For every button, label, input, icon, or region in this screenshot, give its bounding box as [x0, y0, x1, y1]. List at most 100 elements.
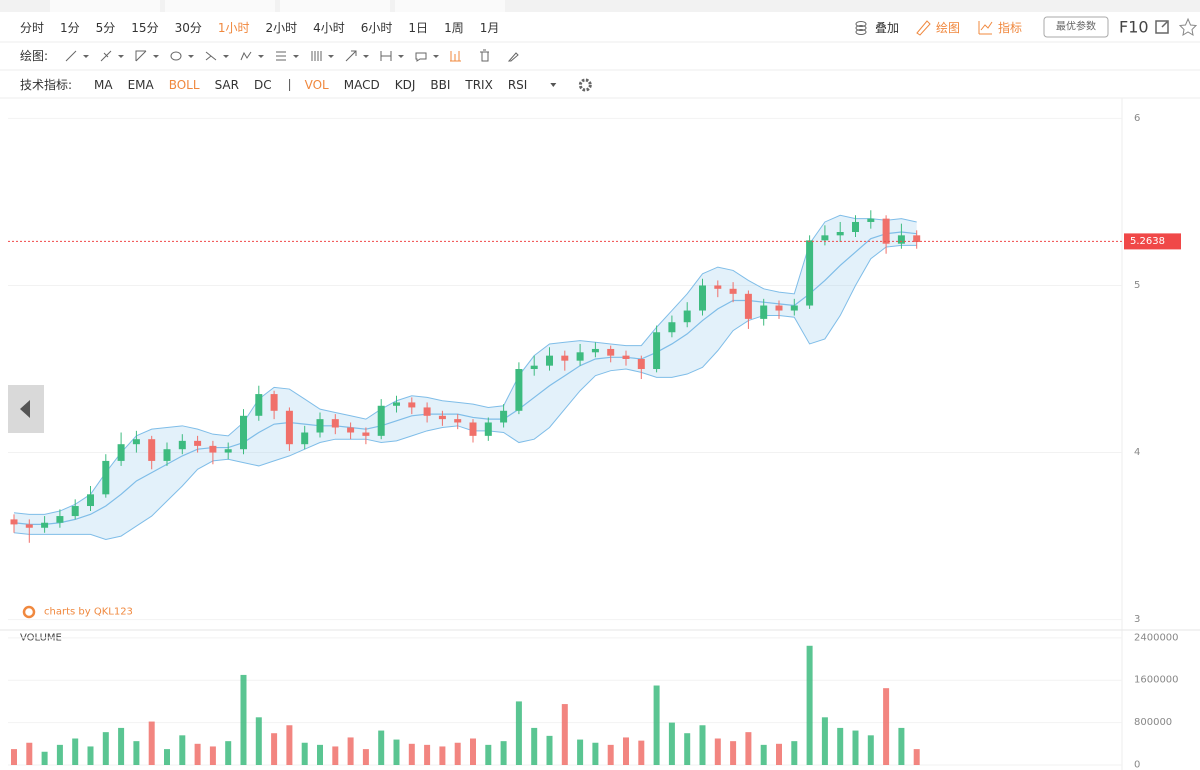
fullscreen-button[interactable]	[1155, 20, 1169, 34]
main-indicator[interactable]: SAR	[215, 78, 239, 92]
candle-body	[484, 422, 492, 436]
watermark-logo	[22, 605, 36, 619]
optimal-params-button[interactable]	[1043, 16, 1109, 38]
drawing-tool[interactable]	[100, 50, 112, 62]
period-tab[interactable]: 15分	[131, 21, 158, 35]
favorite-button[interactable]	[1178, 17, 1198, 36]
dropdown-arrow[interactable]	[118, 55, 124, 58]
period-tab[interactable]: 分时	[20, 21, 44, 35]
dropdown-arrow[interactable]	[153, 55, 159, 58]
tab[interactable]	[280, 0, 390, 12]
drawing-tool[interactable]	[450, 51, 461, 62]
candle-body	[699, 285, 706, 311]
period-tab[interactable]: 1小时	[218, 21, 250, 35]
drawing-tool[interactable]	[240, 51, 252, 61]
dropdown-arrow[interactable]	[363, 55, 369, 58]
overlay-button[interactable]: 叠加	[875, 21, 899, 35]
volume-bar	[500, 741, 507, 765]
volume-tick-label: 800000	[1134, 717, 1172, 728]
main-indicator[interactable]: BOLL	[169, 78, 200, 92]
volume-bar	[102, 732, 109, 765]
volume-bar	[164, 749, 170, 765]
dropdown-arrow[interactable]	[433, 55, 439, 58]
volume-bar	[898, 727, 905, 765]
main-indicator[interactable]: DC	[254, 78, 272, 92]
volume-bar	[607, 744, 614, 765]
period-tab[interactable]: 4小时	[313, 21, 345, 35]
volume-bar	[393, 739, 400, 765]
drawing-tool[interactable]	[380, 51, 392, 61]
scroll-left-button[interactable]	[8, 385, 44, 433]
period-tab[interactable]: 1日	[408, 21, 428, 35]
dropdown-arrow[interactable]	[223, 55, 229, 58]
volume-bar	[41, 751, 48, 765]
period-tab[interactable]: 1月	[480, 21, 500, 35]
tab[interactable]	[165, 0, 275, 12]
candle-body	[790, 305, 798, 311]
period-tab[interactable]: 30分	[175, 21, 202, 35]
volume-bar	[531, 727, 538, 765]
bollinger-mid	[13, 231, 917, 526]
indicator-icon[interactable]	[978, 21, 993, 35]
f10-button[interactable]: F10	[1119, 18, 1149, 37]
drawing-tool[interactable]	[170, 51, 182, 61]
indicator-button[interactable]: 指标	[998, 20, 1022, 35]
period-tab[interactable]: 5分	[96, 21, 116, 35]
period-tab[interactable]: 1周	[444, 21, 464, 35]
volume-bar	[72, 738, 79, 765]
dropdown-arrow[interactable]	[293, 55, 299, 58]
candle-body	[683, 310, 691, 323]
period-tab[interactable]: 6小时	[361, 21, 393, 35]
settings-button[interactable]	[578, 78, 592, 92]
sub-indicator[interactable]: BBI	[430, 78, 450, 92]
drawing-tool[interactable]	[345, 50, 357, 62]
dropdown-arrow[interactable]	[83, 55, 89, 58]
main-indicator[interactable]: EMA	[128, 78, 155, 92]
volume-bar	[240, 674, 247, 765]
draw-button[interactable]: 绘图	[936, 20, 960, 35]
dropdown-arrow[interactable]	[328, 55, 334, 58]
candle-body	[362, 432, 370, 436]
volume-bar	[378, 730, 385, 765]
drawing-tool[interactable]	[205, 51, 217, 61]
more-indicators[interactable]	[550, 83, 557, 87]
candle-body	[194, 440, 202, 446]
volume-bar	[776, 743, 782, 765]
drawing-tool[interactable]	[276, 51, 286, 61]
candle-body	[653, 332, 661, 370]
draw-icon[interactable]	[916, 20, 931, 36]
volume-bar	[424, 744, 431, 765]
drawing-tool[interactable]	[65, 50, 77, 62]
drawing-tool[interactable]	[480, 49, 489, 62]
sub-indicator[interactable]: TRIX	[464, 78, 492, 92]
drawing-tool[interactable]	[415, 52, 427, 62]
overlay-icon[interactable]	[855, 21, 867, 35]
period-tab[interactable]: 2小时	[266, 21, 298, 35]
drawing-tool[interactable]	[135, 50, 147, 62]
drawing-tool[interactable]	[507, 52, 519, 62]
candle-body	[301, 432, 309, 445]
candle-body	[255, 394, 263, 416]
volume-bar	[408, 743, 415, 765]
volume-bar	[56, 744, 63, 765]
candle-body	[423, 407, 431, 416]
sub-indicator[interactable]: RSI	[508, 78, 528, 92]
dropdown-arrow[interactable]	[188, 55, 194, 58]
candle-body	[148, 439, 156, 461]
sub-indicator[interactable]: MACD	[344, 78, 380, 92]
period-tab[interactable]: 1分	[60, 21, 80, 35]
candle-body	[408, 402, 416, 408]
volume-bar	[867, 735, 874, 765]
watermark: charts by QKL123	[44, 607, 133, 618]
candle-body	[117, 444, 125, 461]
main-indicator[interactable]: MA	[94, 78, 113, 92]
sub-indicator[interactable]: VOL	[305, 78, 329, 92]
tab[interactable]	[50, 0, 160, 12]
sub-indicator[interactable]: KDJ	[395, 78, 416, 92]
drawing-tool[interactable]	[311, 51, 322, 61]
tab[interactable]	[395, 0, 505, 12]
optimal-params-label[interactable]: 最优参数	[1056, 20, 1096, 33]
dropdown-arrow[interactable]	[258, 55, 264, 58]
dropdown-arrow[interactable]	[398, 55, 404, 58]
